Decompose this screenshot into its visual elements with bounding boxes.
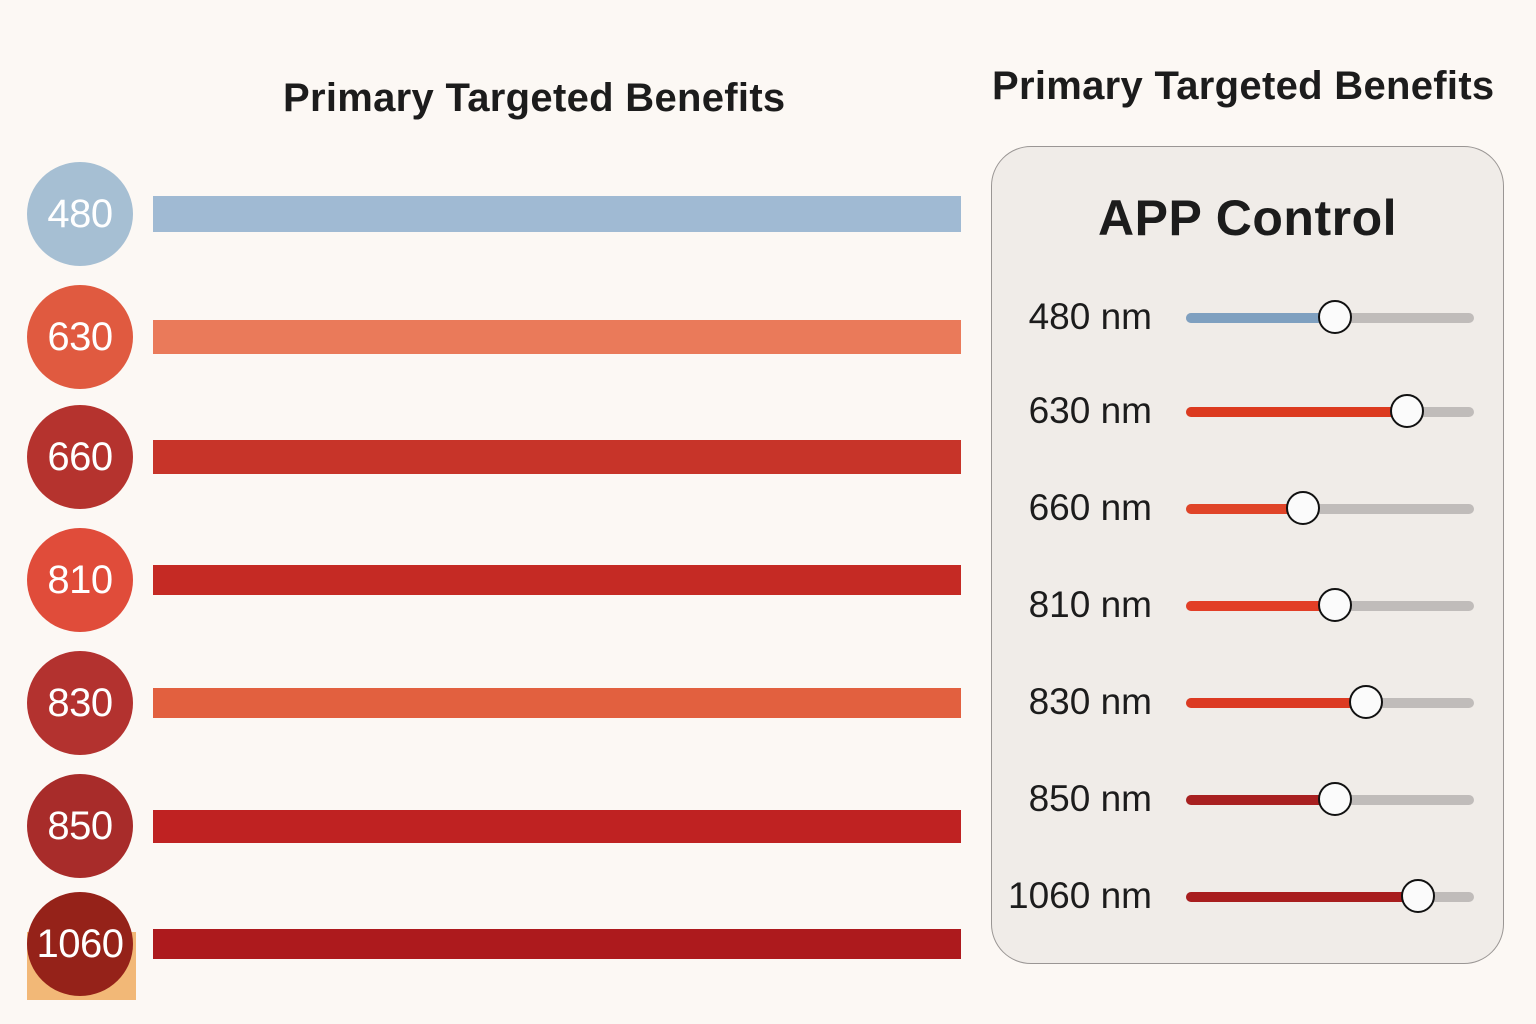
- wavelength-badge-1060: 1060: [27, 892, 133, 996]
- panel-title: APP Control: [1097, 190, 1398, 246]
- app-control-panel: APP Control 480 nm 630 nm 660 nm 810 nm 830 …: [991, 146, 1504, 964]
- slider-knob[interactable]: [1317, 300, 1352, 334]
- slider-830-nm[interactable]: [1186, 685, 1474, 719]
- slider-1060-nm[interactable]: [1186, 879, 1474, 913]
- slider-fill: [1186, 698, 1368, 708]
- wavelength-badge-850: 850: [27, 774, 133, 878]
- wavelength-badge-830: 830: [27, 651, 133, 755]
- slider-knob[interactable]: [1317, 782, 1352, 816]
- slider-fill: [1186, 313, 1336, 323]
- slider-label: 810 nm: [1028, 584, 1152, 625]
- slider-fill: [1186, 504, 1305, 514]
- slider-knob[interactable]: [1389, 394, 1424, 428]
- slider-label: 830 nm: [1028, 681, 1152, 722]
- wavelength-badge-480: 480: [27, 162, 133, 266]
- slider-480-nm[interactable]: [1186, 300, 1474, 334]
- left-title: Primary Targeted Benefits: [283, 76, 786, 120]
- benefit-bar-810: [153, 565, 961, 595]
- benefit-bar-660: [153, 440, 961, 474]
- slider-label: 850 nm: [1028, 778, 1152, 819]
- slider-label: 630 nm: [1028, 390, 1152, 431]
- slider-knob[interactable]: [1286, 491, 1321, 525]
- benefit-bar-850: [153, 809, 961, 843]
- slider-knob[interactable]: [1349, 685, 1384, 719]
- slider-630-nm[interactable]: [1186, 394, 1474, 428]
- slider-fill: [1186, 892, 1420, 902]
- slider-label: 660 nm: [1028, 487, 1152, 528]
- slider-810-nm[interactable]: [1186, 588, 1474, 622]
- benefit-bar-1060: [153, 929, 961, 959]
- slider-fill: [1186, 601, 1336, 611]
- benefit-bar-630: [153, 320, 961, 354]
- benefit-bar-480: [153, 196, 961, 232]
- right-title: Primary Targeted Benefits: [992, 64, 1495, 108]
- wavelength-badge-810: 810: [27, 528, 133, 632]
- slider-label: 1060 nm: [1008, 875, 1152, 916]
- slider-fill: [1186, 407, 1408, 417]
- slider-knob[interactable]: [1401, 879, 1436, 913]
- benefit-bar-830: [153, 688, 961, 718]
- slider-knob[interactable]: [1317, 588, 1352, 622]
- slider-label: 480 nm: [1028, 296, 1152, 337]
- slider-fill: [1186, 795, 1336, 805]
- slider-660-nm[interactable]: [1186, 491, 1474, 525]
- wavelength-badge-630: 630: [27, 285, 133, 389]
- slider-850-nm[interactable]: [1186, 782, 1474, 816]
- wavelength-badge-660: 660: [27, 405, 133, 509]
